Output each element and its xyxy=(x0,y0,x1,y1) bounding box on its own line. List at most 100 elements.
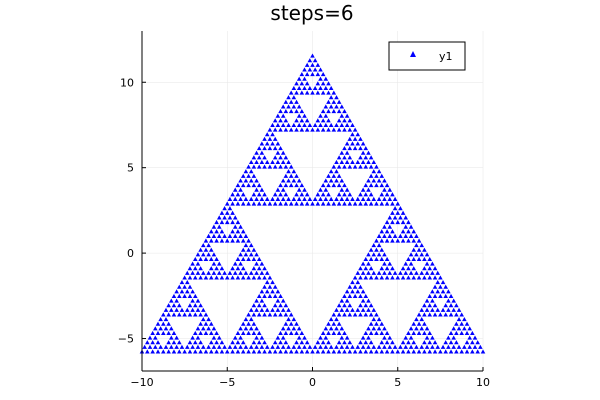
data-point xyxy=(323,76,329,81)
data-point xyxy=(459,312,464,317)
data-point xyxy=(387,335,393,340)
data-point xyxy=(328,344,334,349)
data-point xyxy=(344,150,350,155)
data-point xyxy=(323,344,329,349)
data-point xyxy=(254,187,259,192)
data-point xyxy=(224,219,230,225)
data-point xyxy=(240,340,246,345)
data-point xyxy=(296,335,302,340)
data-point xyxy=(422,330,427,336)
data-point xyxy=(256,340,262,345)
data-point xyxy=(272,312,278,317)
data-point xyxy=(214,219,219,225)
data-point xyxy=(243,178,249,183)
data-point xyxy=(200,243,206,248)
chart-title: steps=6 xyxy=(270,1,353,25)
data-point xyxy=(291,196,297,201)
data-point xyxy=(192,349,198,354)
data-point xyxy=(192,256,198,262)
data-point xyxy=(230,349,235,354)
data-point xyxy=(190,298,195,303)
data-point xyxy=(158,326,163,331)
legend: y1 xyxy=(388,41,466,71)
data-point xyxy=(187,340,193,345)
data-point xyxy=(254,270,259,275)
data-point xyxy=(326,99,331,104)
data-point xyxy=(334,326,339,331)
data-point xyxy=(256,164,262,169)
data-point xyxy=(259,150,265,155)
data-point xyxy=(339,113,345,118)
data-point xyxy=(318,122,323,127)
data-point xyxy=(358,164,363,169)
data-point xyxy=(358,284,363,289)
data-point xyxy=(414,252,419,257)
data-point xyxy=(280,113,286,118)
data-point xyxy=(430,270,435,275)
data-point xyxy=(371,326,377,331)
data-point xyxy=(326,330,331,336)
data-point xyxy=(326,127,331,132)
data-point xyxy=(435,270,441,275)
data-point xyxy=(422,340,427,345)
data-point xyxy=(454,312,459,317)
data-point xyxy=(291,344,297,349)
data-point xyxy=(299,127,305,132)
data-point xyxy=(448,349,454,354)
data-point xyxy=(347,284,353,289)
data-point xyxy=(406,266,411,271)
data-point xyxy=(347,155,353,160)
data-point xyxy=(283,182,289,188)
data-point xyxy=(267,275,273,280)
data-point xyxy=(374,275,379,280)
data-point xyxy=(406,256,411,262)
data-point xyxy=(347,349,353,354)
data-point xyxy=(419,344,425,349)
data-point xyxy=(262,303,267,308)
data-point xyxy=(259,159,265,164)
legend-box xyxy=(388,41,466,71)
data-point xyxy=(368,173,374,178)
data-point xyxy=(270,141,275,146)
data-point xyxy=(438,312,443,317)
data-point xyxy=(315,71,321,77)
data-point xyxy=(363,275,369,280)
data-point xyxy=(398,233,403,238)
data-point xyxy=(251,201,257,206)
data-point xyxy=(448,312,454,317)
data-point xyxy=(182,284,187,289)
data-point xyxy=(366,159,371,164)
data-point xyxy=(256,330,262,336)
data-point xyxy=(240,229,246,234)
data-point xyxy=(390,275,395,280)
data-point xyxy=(334,307,339,312)
data-point xyxy=(368,266,374,271)
data-point xyxy=(318,187,323,192)
data-point xyxy=(267,201,273,206)
data-point xyxy=(422,349,427,354)
data-point xyxy=(323,113,329,118)
data-point xyxy=(336,155,342,160)
data-point xyxy=(411,238,417,243)
data-point xyxy=(235,266,241,271)
data-point xyxy=(379,192,385,197)
data-point xyxy=(272,192,278,197)
data-point xyxy=(368,164,374,169)
data-point xyxy=(347,312,353,317)
data-point xyxy=(360,298,366,303)
data-point xyxy=(198,275,203,280)
ticks: −10 −5 0 5 10 −5 0 5 10 xyxy=(118,76,490,389)
data-point xyxy=(174,344,179,349)
data-point xyxy=(456,344,462,349)
data-point xyxy=(464,330,470,336)
data-point xyxy=(427,312,433,317)
data-point xyxy=(294,81,299,86)
data-point xyxy=(219,275,225,280)
data-point xyxy=(374,247,379,252)
data-point xyxy=(419,317,425,322)
data-point xyxy=(376,243,382,248)
data-point xyxy=(291,95,297,100)
data-point xyxy=(358,192,363,197)
data-point xyxy=(248,252,254,257)
data-point xyxy=(371,270,377,275)
